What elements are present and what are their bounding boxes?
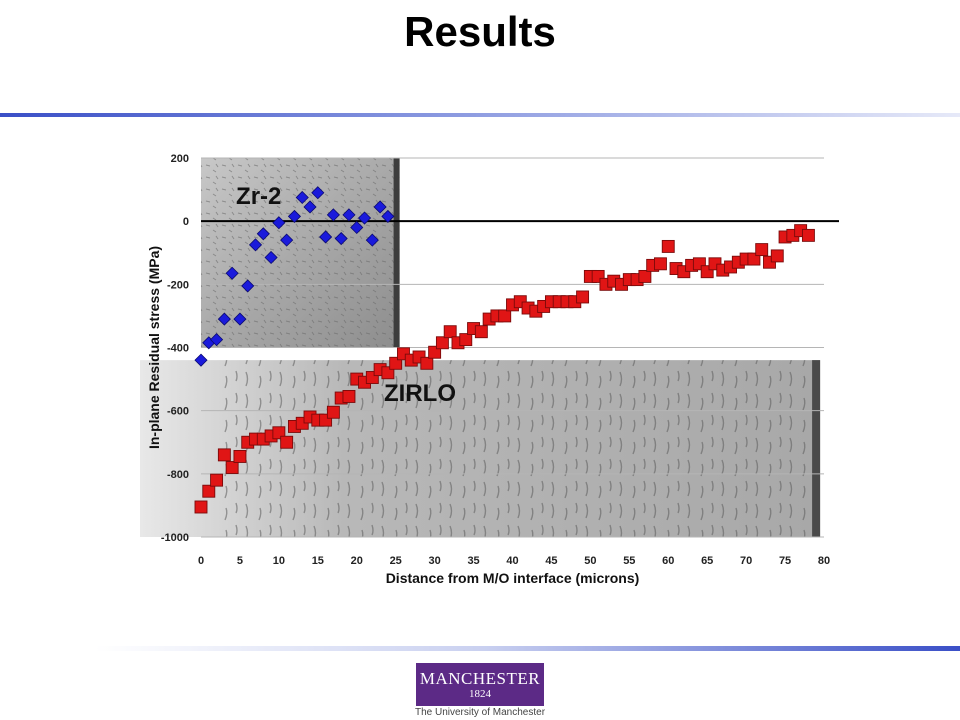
zr2-data-point — [256, 227, 270, 241]
zirlo-data-point — [202, 484, 216, 498]
zirlo-data-point — [420, 356, 434, 370]
zirlo-data-point — [638, 269, 652, 283]
zirlo-data-point — [576, 290, 590, 304]
zr2-data-point — [303, 200, 317, 214]
y-axis-label: In-plane Residual stress (MPa) — [146, 246, 162, 449]
zirlo-micrograph-texture — [224, 360, 821, 537]
zirlo-data-point — [217, 448, 231, 462]
x-axis-label: Distance from M/O interface (microns) — [386, 570, 640, 586]
zr2-data-point — [326, 208, 340, 222]
zirlo-data-point — [381, 366, 395, 380]
series-label-zr2: Zr-2 — [236, 183, 281, 210]
zr2-data-point — [319, 230, 333, 244]
zirlo-data-point — [747, 252, 761, 266]
zr2-data-point — [295, 190, 309, 205]
zirlo-data-point — [443, 325, 457, 339]
x-tick-label: 0 — [198, 555, 204, 567]
zr2-data-point — [381, 209, 395, 223]
y-tick-label: 0 — [183, 216, 189, 228]
logo-year: 1824 — [469, 688, 491, 700]
zirlo-data-point — [210, 473, 224, 487]
series-label-zirlo: ZIRLO — [384, 380, 456, 407]
zr2-micrograph-edge — [393, 158, 400, 348]
zirlo-data-point — [654, 257, 667, 271]
y-tick-label: -400 — [167, 343, 189, 355]
zirlo-data-point — [194, 500, 208, 514]
zirlo-data-point — [498, 309, 512, 323]
zr2-data-point — [225, 266, 239, 280]
x-tick-label: 80 — [818, 555, 830, 567]
logo-subtitle: The University of Manchester — [414, 707, 546, 718]
x-tick-label: 25 — [390, 555, 402, 567]
x-tick-label: 20 — [351, 555, 363, 567]
y-axis-ticks: 200 0 -200 -400 -600 -800 -1000 — [161, 153, 189, 544]
x-tick-label: 15 — [312, 555, 324, 567]
x-tick-label: 35 — [467, 555, 479, 567]
residual-stress-chart: 0 5 10 15 20 25 30 35 40 45 50 55 60 65 70 75 80 200 0 -20… — [140, 153, 839, 586]
zr2-data-point — [210, 333, 224, 347]
zirlo-data-point — [280, 435, 294, 449]
zr2-data-point — [311, 186, 325, 200]
x-tick-label: 30 — [429, 555, 441, 567]
zr2-data-point — [280, 233, 294, 247]
zr2-data-point — [248, 238, 263, 252]
zr2-data-point — [272, 216, 286, 230]
x-tick-label: 65 — [701, 555, 713, 567]
micrograph-backgrounds — [140, 158, 821, 537]
slide-title: Results — [404, 8, 556, 55]
series-zr2-points — [194, 186, 395, 367]
series-zirlo-points — [194, 224, 815, 514]
x-tick-label: 50 — [584, 555, 596, 567]
x-tick-label: 55 — [623, 555, 635, 567]
zirlo-data-point — [435, 336, 449, 350]
x-tick-label: 75 — [779, 555, 791, 567]
zr2-micrograph-texture — [201, 158, 400, 348]
y-tick-label: 200 — [171, 153, 189, 165]
zr2-data-point — [241, 279, 255, 293]
zirlo-data-point — [755, 243, 769, 257]
x-axis-ticks: 0 5 10 15 20 25 30 35 40 45 50 55 60 65 70 75 80 — [198, 555, 830, 567]
x-tick-label: 45 — [545, 555, 557, 567]
zirlo-data-point — [225, 461, 239, 474]
zr2-data-point — [233, 312, 247, 326]
zr2-data-point — [350, 220, 364, 235]
y-tick-label: -1000 — [161, 532, 189, 544]
zr2-data-point — [264, 250, 278, 265]
bottom-divider — [95, 646, 960, 651]
zirlo-data-point — [272, 426, 286, 440]
x-tick-label: 40 — [506, 555, 518, 567]
zirlo-data-point — [428, 345, 442, 359]
x-tick-label: 5 — [237, 555, 243, 567]
zr2-data-point — [365, 233, 379, 247]
university-logo: MANCHESTER 1824 — [416, 663, 544, 706]
x-tick-label: 60 — [662, 555, 674, 567]
logo-name: MANCHESTER — [419, 669, 541, 688]
zirlo-data-point — [389, 356, 403, 370]
zr2-data-point — [287, 209, 302, 223]
x-tick-label: 10 — [273, 555, 285, 567]
zirlo-data-point — [661, 239, 675, 253]
x-tick-label: 70 — [740, 555, 752, 567]
zr2-data-point — [373, 200, 387, 214]
zirlo-data-point — [770, 249, 784, 263]
y-tick-label: -800 — [167, 469, 189, 481]
zr2-data-point — [357, 211, 372, 225]
zirlo-data-point — [459, 333, 473, 347]
zr2-data-point — [334, 231, 348, 246]
zirlo-data-point — [801, 228, 815, 242]
zirlo-data-point — [474, 325, 488, 339]
y-tick-label: -600 — [167, 406, 189, 418]
zr2-data-point — [217, 312, 231, 326]
zirlo-data-point — [233, 450, 247, 463]
grid-lines — [201, 157, 824, 538]
zirlo-data-point — [326, 405, 340, 419]
zr2-data-point — [194, 353, 208, 367]
zirlo-data-point — [342, 390, 356, 403]
zr2-data-point — [342, 208, 356, 222]
y-tick-label: -200 — [167, 279, 189, 291]
top-divider — [0, 113, 960, 117]
zirlo-micrograph-edge — [812, 360, 821, 537]
